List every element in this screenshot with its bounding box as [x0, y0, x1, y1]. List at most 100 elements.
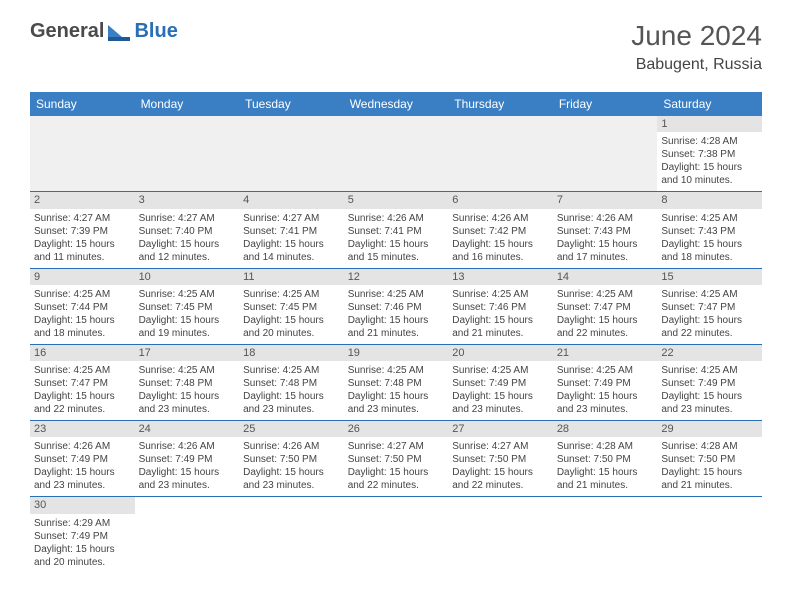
- calendar-cell: 29 Sunrise: 4:28 AMSunset: 7:50 PMDayligh…: [657, 421, 762, 497]
- day-number: 22: [657, 345, 762, 361]
- calendar-cell: 5Sunrise: 4:26 AMSunset: 7:41 PMDaylight…: [344, 192, 449, 268]
- day-details: Sunrise: 4:25 AMSunset: 7:46 PMDaylight:…: [452, 287, 549, 340]
- day-details: Sunrise: 4:25 AMSunset: 7:44 PMDaylight:…: [34, 287, 131, 340]
- day-number: 20: [448, 345, 553, 361]
- calendar-cell: 15 Sunrise: 4:25 AMSunset: 7:47 PMDayligh…: [657, 268, 762, 344]
- day-number: 24: [135, 421, 240, 437]
- day-details: Sunrise: 4:29 AMSunset: 7:49 PMDaylight:…: [34, 516, 131, 569]
- day-number: 26: [344, 421, 449, 437]
- day-number: 15: [657, 269, 762, 285]
- day-details: Sunrise: 4:26 AMSunset: 7:49 PMDaylight:…: [139, 439, 236, 492]
- calendar-table: Sunday Monday Tuesday Wednesday Thursday…: [30, 92, 762, 573]
- calendar-cell: [30, 116, 135, 192]
- day-number: 12: [344, 269, 449, 285]
- day-details: Sunrise: 4:27 AMSunset: 7:50 PMDaylight:…: [452, 439, 549, 492]
- day-details: Sunrise: 4:27 AMSunset: 7:41 PMDaylight:…: [243, 211, 340, 264]
- day-details: Sunrise: 4:25 AMSunset: 7:49 PMDaylight:…: [452, 363, 549, 416]
- day-details: Sunrise: 4:25 AMSunset: 7:49 PMDaylight:…: [557, 363, 654, 416]
- calendar-cell: 1Sunrise: 4:28 AMSunset: 7:38 PMDaylight…: [657, 116, 762, 192]
- day-details: Sunrise: 4:25 AMSunset: 7:47 PMDaylight:…: [661, 287, 758, 340]
- day-details: Sunrise: 4:26 AMSunset: 7:50 PMDaylight:…: [243, 439, 340, 492]
- day-details: Sunrise: 4:26 AMSunset: 7:43 PMDaylight:…: [557, 211, 654, 264]
- weekday-header: Tuesday: [239, 92, 344, 116]
- calendar-cell: 28Sunrise: 4:28 AMSunset: 7:50 PMDayligh…: [553, 421, 658, 497]
- calendar-cell: 23 Sunrise: 4:26 AMSunset: 7:49 PMDayligh…: [30, 421, 135, 497]
- day-details: Sunrise: 4:25 AMSunset: 7:48 PMDaylight:…: [139, 363, 236, 416]
- day-number: 2: [30, 192, 135, 208]
- day-details: Sunrise: 4:26 AMSunset: 7:49 PMDaylight:…: [34, 439, 131, 492]
- calendar-cell: 14 Sunrise: 4:25 AMSunset: 7:47 PMDayligh…: [553, 268, 658, 344]
- day-number: 10: [135, 269, 240, 285]
- day-number: 14: [553, 269, 658, 285]
- day-number: 30: [30, 497, 135, 513]
- calendar-cell: 8Sunrise: 4:25 AMSunset: 7:43 PMDaylight…: [657, 192, 762, 268]
- calendar-row: 9 Sunrise: 4:25 AMSunset: 7:44 PMDaylight…: [30, 268, 762, 344]
- calendar-cell: 18 Sunrise: 4:25 AMSunset: 7:48 PMDayligh…: [239, 344, 344, 420]
- day-number: 7: [553, 192, 658, 208]
- day-number: 9: [30, 269, 135, 285]
- logo-flag-icon: [108, 23, 130, 41]
- day-number: 6: [448, 192, 553, 208]
- calendar-cell: 11 Sunrise: 4:25 AMSunset: 7:45 PMDayligh…: [239, 268, 344, 344]
- day-details: Sunrise: 4:25 AMSunset: 7:46 PMDaylight:…: [348, 287, 445, 340]
- calendar-row: 16Sunrise: 4:25 AMSunset: 7:47 PMDayligh…: [30, 344, 762, 420]
- day-details: Sunrise: 4:25 AMSunset: 7:48 PMDaylight:…: [348, 363, 445, 416]
- day-number: 17: [135, 345, 240, 361]
- calendar-cell: 19Sunrise: 4:25 AMSunset: 7:48 PMDayligh…: [344, 344, 449, 420]
- month-title: June 2024: [631, 20, 762, 52]
- logo-text-general: General: [30, 20, 104, 43]
- calendar-cell: [448, 116, 553, 192]
- day-details: Sunrise: 4:27 AMSunset: 7:40 PMDaylight:…: [139, 211, 236, 264]
- logo: General Blue: [30, 20, 178, 43]
- day-details: Sunrise: 4:25 AMSunset: 7:43 PMDaylight:…: [661, 211, 758, 264]
- calendar-row: 23Sunrise: 4:26 AMSunset: 7:49 PMDayligh…: [30, 421, 762, 497]
- day-number: 23: [30, 421, 135, 437]
- day-details: Sunrise: 4:25 AMSunset: 7:45 PMDaylight:…: [139, 287, 236, 340]
- day-number: 29: [657, 421, 762, 437]
- calendar-cell: 12 Sunrise: 4:25 AMSunset: 7:46 PMDayligh…: [344, 268, 449, 344]
- calendar-cell: 4 Sunrise: 4:27 AMSunset: 7:41 PMDaylight…: [239, 192, 344, 268]
- calendar-cell: 10 Sunrise: 4:25 AMSunset: 7:45 PMDayligh…: [135, 268, 240, 344]
- calendar-cell: 13Sunrise: 4:25 AMSunset: 7:46 PMDayligh…: [448, 268, 553, 344]
- day-number: 16: [30, 345, 135, 361]
- weekday-header: Friday: [553, 92, 658, 116]
- weekday-header: Saturday: [657, 92, 762, 116]
- calendar-cell: [135, 116, 240, 192]
- day-details: Sunrise: 4:25 AMSunset: 7:45 PMDaylight:…: [243, 287, 340, 340]
- title-block: June 2024 Babugent, Russia: [631, 20, 762, 74]
- calendar-cell: [239, 116, 344, 192]
- day-number: 11: [239, 269, 344, 285]
- calendar-cell: 22 Sunrise: 4:25 AMSunset: 7:49 PMDayligh…: [657, 344, 762, 420]
- calendar-cell: [135, 497, 240, 573]
- calendar-cell: [553, 497, 658, 573]
- day-details: Sunrise: 4:28 AMSunset: 7:50 PMDaylight:…: [661, 439, 758, 492]
- calendar-cell: [344, 497, 449, 573]
- calendar-row: 2Sunrise: 4:27 AMSunset: 7:39 PMDaylight…: [30, 192, 762, 268]
- day-number: 3: [135, 192, 240, 208]
- calendar-cell: 17 Sunrise: 4:25 AMSunset: 7:48 PMDayligh…: [135, 344, 240, 420]
- weekday-header: Sunday: [30, 92, 135, 116]
- calendar-cell: [344, 116, 449, 192]
- day-details: Sunrise: 4:27 AMSunset: 7:50 PMDaylight:…: [348, 439, 445, 492]
- weekday-header-row: Sunday Monday Tuesday Wednesday Thursday…: [30, 92, 762, 116]
- calendar-cell: 30 Sunrise: 4:29 AMSunset: 7:49 PMDayligh…: [30, 497, 135, 573]
- calendar-cell: 16Sunrise: 4:25 AMSunset: 7:47 PMDayligh…: [30, 344, 135, 420]
- day-details: Sunrise: 4:25 AMSunset: 7:49 PMDaylight:…: [661, 363, 758, 416]
- calendar-cell: [448, 497, 553, 573]
- calendar-cell: 24 Sunrise: 4:26 AMSunset: 7:49 PMDayligh…: [135, 421, 240, 497]
- location: Babugent, Russia: [631, 56, 762, 74]
- day-number: 18: [239, 345, 344, 361]
- calendar-body: 1Sunrise: 4:28 AMSunset: 7:38 PMDaylight…: [30, 116, 762, 573]
- weekday-header: Monday: [135, 92, 240, 116]
- calendar-cell: 2Sunrise: 4:27 AMSunset: 7:39 PMDaylight…: [30, 192, 135, 268]
- day-details: Sunrise: 4:25 AMSunset: 7:47 PMDaylight:…: [557, 287, 654, 340]
- calendar-cell: 26 Sunrise: 4:27 AMSunset: 7:50 PMDayligh…: [344, 421, 449, 497]
- day-number: 1: [657, 116, 762, 132]
- day-number: 4: [239, 192, 344, 208]
- calendar-cell: 9 Sunrise: 4:25 AMSunset: 7:44 PMDaylight…: [30, 268, 135, 344]
- day-details: Sunrise: 4:25 AMSunset: 7:48 PMDaylight:…: [243, 363, 340, 416]
- calendar-cell: [553, 116, 658, 192]
- header: General Blue June 2024 Babugent, Russia: [0, 0, 792, 84]
- calendar-cell: 25Sunrise: 4:26 AMSunset: 7:50 PMDayligh…: [239, 421, 344, 497]
- day-details: Sunrise: 4:26 AMSunset: 7:42 PMDaylight:…: [452, 211, 549, 264]
